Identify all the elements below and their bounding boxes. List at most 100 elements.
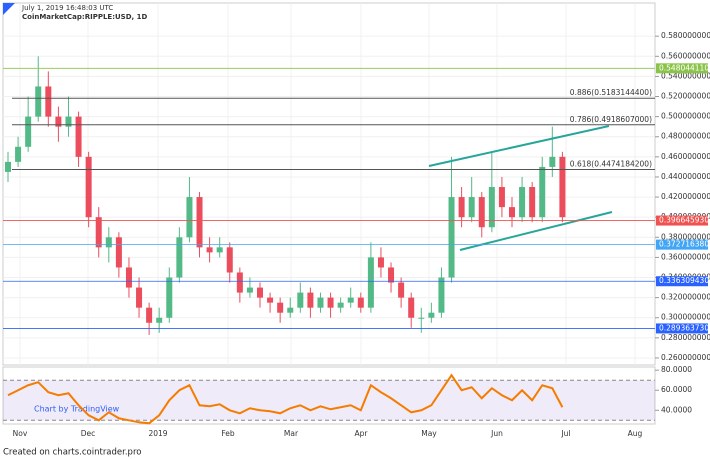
x-tick-label: Mar — [284, 429, 299, 438]
channel-upper — [428, 125, 610, 167]
candle-body — [166, 277, 173, 318]
candle-body — [35, 86, 42, 117]
candle-body — [146, 307, 153, 323]
candle-body — [277, 302, 284, 313]
level-badge — [656, 323, 708, 334]
level-label: 0.2893637300 — [659, 323, 710, 332]
candle-body — [206, 247, 213, 253]
candle-body — [468, 197, 475, 218]
candle-body — [287, 307, 294, 313]
candle-body — [267, 297, 274, 303]
candle-body — [136, 287, 143, 308]
candle-body — [498, 187, 505, 208]
rsi-tick-label: 80.0000 — [661, 365, 692, 374]
level-badge — [656, 63, 708, 74]
candle-body — [398, 282, 405, 298]
candle-body — [186, 197, 193, 238]
channel-lower — [459, 211, 613, 251]
candle-body — [488, 187, 495, 228]
candle-body — [317, 297, 324, 308]
candle-body — [458, 197, 465, 218]
subtitle: July 1, 2019 16:48:03 UTC — [21, 4, 113, 12]
candle-body — [85, 156, 92, 218]
candle-body — [327, 297, 334, 308]
price-pane — [2, 2, 656, 366]
level-badge — [656, 276, 708, 287]
candle-body — [377, 257, 384, 268]
candle-body — [95, 217, 102, 248]
x-tick-label: Jun — [490, 429, 503, 438]
y-tick-label: 0.2600000000 — [661, 353, 710, 362]
rsi-tick-label: 40.0000 — [661, 405, 692, 414]
fib-label: 0.786(0.4918607000) — [570, 115, 652, 124]
candle-body — [428, 312, 435, 318]
candle-body — [65, 116, 72, 127]
level-label: 0.5480441100 — [659, 63, 710, 72]
candle-body — [236, 272, 243, 293]
candle-body — [478, 197, 485, 228]
candle-body — [549, 156, 556, 167]
candle-body — [216, 247, 223, 253]
fib-label: 0.886(0.5183144400) — [570, 88, 652, 97]
rsi-tick-label: 60.0000 — [661, 385, 692, 394]
logo — [3, 3, 15, 15]
candle-body — [257, 287, 263, 298]
candle-body — [15, 146, 22, 162]
candle-body — [448, 197, 455, 278]
candle-body — [25, 116, 32, 147]
x-tick-label: Apr — [355, 429, 369, 438]
candle-body — [75, 116, 82, 157]
watermark: Chart by TradingView — [34, 405, 120, 414]
x-tick-label: Dec — [81, 429, 96, 438]
candle-body — [367, 257, 374, 308]
level-label: 0.3363094300 — [659, 276, 710, 285]
candle-body — [105, 237, 112, 248]
candle-body — [156, 317, 163, 323]
candle-body — [45, 86, 52, 117]
x-tick-label: Aug — [628, 429, 643, 438]
candle-body — [176, 237, 183, 278]
level-label: 0.3727163800 — [659, 240, 710, 249]
candle-body — [418, 317, 425, 319]
candle-body — [388, 267, 395, 283]
level-badge — [656, 239, 708, 250]
x-tick-label: Jul — [560, 429, 570, 438]
candle-body — [539, 166, 546, 218]
candle-body — [509, 207, 515, 218]
rsi-line — [7, 373, 564, 425]
candle-body — [519, 187, 526, 218]
candle-body — [226, 247, 233, 273]
candle-body — [5, 161, 11, 172]
x-tick-label: Nov — [13, 429, 28, 438]
rsi-band — [3, 380, 655, 421]
candle-body — [297, 292, 304, 308]
candle-body — [115, 237, 122, 268]
candle-body — [125, 267, 132, 288]
candle-body — [529, 187, 536, 218]
level-label: 0.3966459300 — [659, 216, 710, 225]
level-badge — [656, 215, 708, 226]
x-tick-label: May — [421, 429, 437, 438]
footer: Created on charts.cointrader.pro — [3, 448, 141, 458]
candle-body — [307, 292, 314, 308]
candle-body — [438, 277, 445, 313]
candle-body — [246, 287, 253, 293]
fib-label: 0.618(0.4474184200) — [570, 160, 652, 169]
candle-body — [347, 297, 354, 303]
title: CoinMarketCap:RIPPLE:USD, 1D — [22, 13, 148, 21]
